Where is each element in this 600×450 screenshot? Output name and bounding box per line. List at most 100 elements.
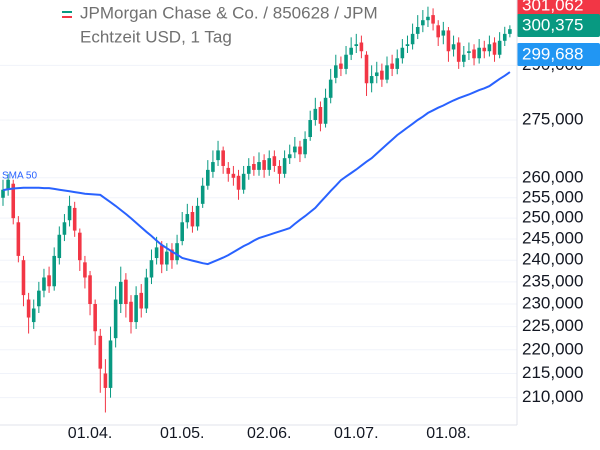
candle-body xyxy=(113,299,118,339)
candle-body xyxy=(313,108,318,121)
y-axis: 290,000275,000260,000255,000250,000245,0… xyxy=(522,55,583,406)
x-tick-label: 02.06. xyxy=(247,425,291,442)
candle-body xyxy=(93,304,97,332)
candle-body xyxy=(252,164,256,170)
candle-body xyxy=(78,232,82,261)
candle-body xyxy=(282,158,287,174)
candle-body xyxy=(287,154,292,159)
candle-body xyxy=(211,162,215,172)
y-tick-label: 260,000 xyxy=(522,167,583,186)
candle-body xyxy=(241,173,246,190)
price-label: 300,375 xyxy=(522,15,583,34)
candle-body xyxy=(144,277,149,309)
candle-body xyxy=(421,20,425,26)
candle-body xyxy=(118,281,123,305)
candle-body xyxy=(236,175,241,190)
x-tick-label: 01.04. xyxy=(68,425,112,442)
header: JPMorgan Chase & Co. / 850628 / JPM Echt… xyxy=(62,3,378,46)
candle-body xyxy=(487,44,492,52)
candle-body xyxy=(410,33,415,45)
candle-body xyxy=(497,40,502,55)
y-tick-label: 245,000 xyxy=(522,228,583,247)
x-tick-label: 01.08. xyxy=(426,425,470,442)
candle-body xyxy=(6,179,10,190)
candle-body xyxy=(380,70,384,80)
candle-body xyxy=(426,16,430,21)
candle-body xyxy=(134,295,138,323)
sma-label: SMA 50 xyxy=(2,171,37,182)
candle-body xyxy=(42,277,46,291)
candle-body xyxy=(385,65,389,80)
candle-body xyxy=(52,255,56,287)
y-tick-label: 275,000 xyxy=(522,110,583,129)
candle-body xyxy=(334,65,338,78)
candle-body xyxy=(472,49,476,59)
candle-body xyxy=(21,260,26,296)
price-label: 301,062 xyxy=(522,0,583,14)
candle-body xyxy=(16,222,21,256)
candle-body xyxy=(456,42,461,62)
candle-body xyxy=(482,47,487,52)
candle-body xyxy=(267,158,272,170)
candle-body xyxy=(139,292,144,309)
y-tick-label: 255,000 xyxy=(522,187,583,206)
candle-body xyxy=(246,165,251,174)
title: JPMorgan Chase & Co. / 850628 / JPM xyxy=(80,3,378,22)
candle-body xyxy=(344,54,348,69)
candle-body xyxy=(339,63,343,69)
candle-body xyxy=(67,205,72,221)
price-label-box xyxy=(517,43,600,66)
candle-body xyxy=(129,301,133,323)
candle-body xyxy=(431,15,435,24)
candle-body xyxy=(415,27,420,34)
candle-body xyxy=(359,42,364,52)
candle-body xyxy=(200,185,205,204)
candle-body xyxy=(293,146,297,153)
candle-body xyxy=(374,72,379,77)
candle-body xyxy=(395,58,400,69)
candle-body xyxy=(446,30,451,52)
candle-body xyxy=(221,150,225,166)
y-tick-label: 210,000 xyxy=(522,387,583,406)
candle-body xyxy=(318,107,323,124)
candle-body xyxy=(1,189,5,198)
candle-body xyxy=(323,97,328,124)
candle-body xyxy=(47,275,51,287)
candle-body xyxy=(349,47,353,55)
candle-body xyxy=(226,167,231,174)
candle-body xyxy=(88,275,92,305)
candle-body xyxy=(206,169,210,186)
candle-body xyxy=(436,25,440,38)
candle-body xyxy=(328,79,333,98)
candle-body xyxy=(231,173,236,178)
candle-body xyxy=(441,30,446,36)
candle-body xyxy=(508,29,512,34)
candle-body xyxy=(149,260,154,278)
x-tick-label: 01.05. xyxy=(160,425,204,442)
y-tick-label: 225,000 xyxy=(522,316,583,335)
candle-body xyxy=(180,222,184,242)
candle-body xyxy=(262,160,266,170)
candle-body xyxy=(298,146,302,155)
candle-body xyxy=(502,33,507,41)
y-tick-label: 215,000 xyxy=(522,363,583,382)
y-tick-label: 230,000 xyxy=(522,293,583,312)
candle-body xyxy=(467,51,471,53)
x-tick-label: 01.07. xyxy=(334,425,378,442)
candle-body xyxy=(62,222,67,235)
candles: SMA 50 xyxy=(1,6,512,413)
candle-body xyxy=(57,234,62,259)
candle-body xyxy=(195,205,200,227)
candle-body xyxy=(451,44,456,50)
price-label-box xyxy=(517,0,600,17)
candle-body xyxy=(405,44,410,46)
candle-body xyxy=(159,245,164,265)
candle-body xyxy=(165,251,169,265)
candle-body xyxy=(154,247,159,259)
candle-body xyxy=(492,42,497,55)
candle-body xyxy=(185,214,190,223)
candle-body xyxy=(462,54,466,62)
